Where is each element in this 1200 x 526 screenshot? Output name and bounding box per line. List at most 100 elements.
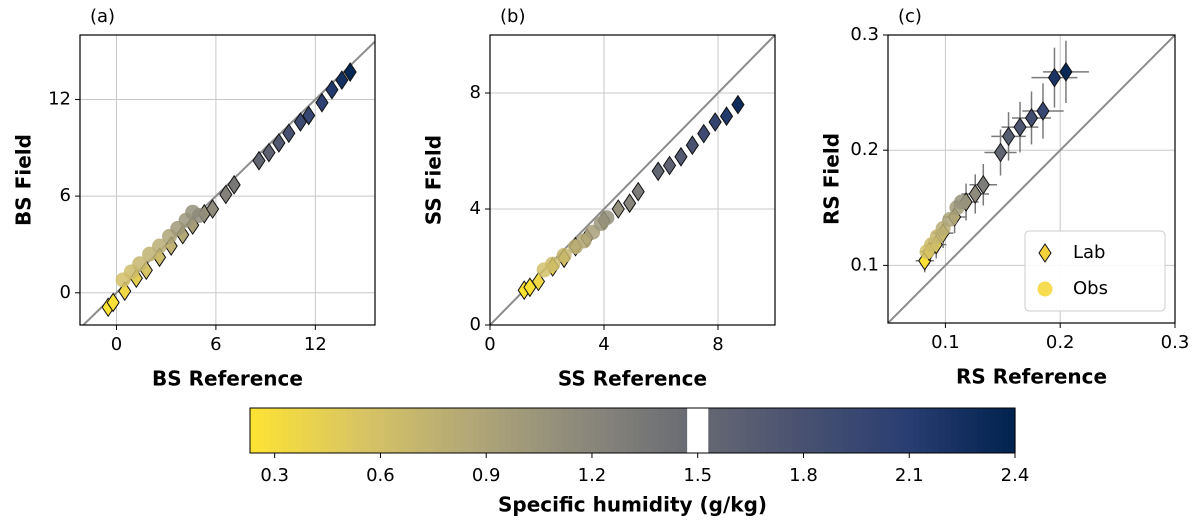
colorbar-cell [925, 408, 933, 453]
colorbar-cell [868, 408, 876, 453]
colorbar-cell [594, 408, 602, 453]
colorbar-cell [779, 408, 787, 453]
colorbar-cell [798, 408, 806, 453]
plot-frame [887, 34, 1176, 324]
colorbar-cell [715, 408, 723, 453]
colorbar-cell [1002, 408, 1010, 453]
colorbar-cell [281, 408, 289, 453]
colorbar-cell [842, 408, 850, 453]
colorbar-cell [269, 408, 277, 453]
colorbar-cell [613, 408, 621, 453]
lab-point [335, 70, 349, 91]
x-tick-label: 0 [111, 334, 122, 355]
plot-frame [489, 34, 776, 326]
colorbar-cell [747, 408, 755, 453]
colorbar-cell [983, 408, 991, 453]
colorbar-cell [881, 408, 889, 453]
lab-point [219, 184, 233, 205]
colorbar-tick-label: 0.6 [366, 465, 395, 486]
colorbar-cell [294, 408, 302, 453]
colorbar-cell [734, 408, 742, 453]
plot-area [888, 35, 1175, 323]
colorbar-cell [823, 408, 831, 453]
colorbar-cell [645, 408, 653, 453]
colorbar-cell [887, 408, 895, 453]
colorbar-cell [549, 408, 557, 453]
colorbar-cell [492, 408, 500, 453]
colorbar-cell [728, 408, 736, 453]
colorbar-cell [479, 408, 487, 453]
lab-point [968, 184, 982, 204]
colorbar-cell [358, 408, 366, 453]
y-axis-label: SS Field [422, 135, 446, 225]
x-tick-label: 6 [210, 334, 221, 355]
panel-label: (a) [90, 6, 115, 27]
colorbar-cell [600, 408, 608, 453]
colorbar-cell [377, 408, 385, 453]
legend-label: Lab [1073, 242, 1105, 263]
colorbar-cell [568, 408, 576, 453]
colorbar-tick-label: 0.3 [260, 465, 289, 486]
y-axis-label: RS Field [820, 133, 844, 225]
colorbar-cell [970, 408, 978, 453]
obs-point [599, 210, 615, 226]
colorbar-cell [791, 408, 799, 453]
colorbar-cell [874, 408, 882, 453]
y-tick-label: 0.2 [850, 139, 879, 160]
lab-point [623, 193, 637, 214]
colorbar-cell [505, 408, 512, 453]
lab-point [343, 62, 357, 82]
colorbar-cell [332, 408, 340, 453]
colorbar-cell [855, 408, 863, 453]
colorbar-cell [409, 408, 417, 453]
colorbar-cell [849, 408, 857, 453]
lab-point [282, 123, 296, 144]
colorbar-cell [964, 408, 971, 453]
colorbar-cell [830, 408, 838, 453]
colorbar-cell [485, 408, 493, 453]
colorbar-cell [313, 408, 321, 453]
colorbar-cell [587, 408, 595, 453]
obs-point [556, 247, 572, 263]
colorbar-cell [352, 408, 359, 453]
colorbar-tick-label: 1.5 [683, 465, 712, 486]
colorbar-gap [687, 408, 709, 453]
lab-point [205, 199, 220, 219]
lab-point [1036, 101, 1050, 121]
legend-marker [1038, 243, 1052, 263]
lab-point [315, 92, 329, 113]
colorbar-cell [753, 408, 761, 453]
colorbar-cell [396, 408, 404, 453]
colorbar-cell [607, 408, 614, 453]
lab-point [1059, 61, 1073, 82]
obs-point [191, 207, 207, 223]
lab-point [1024, 108, 1039, 128]
legend-box [1024, 230, 1166, 312]
colorbar-cell [804, 408, 812, 453]
colorbar-cell [740, 408, 748, 453]
colorbar-cell [1008, 408, 1016, 453]
y-tick-label: 6 [60, 185, 71, 206]
x-tick-label: 0.2 [1046, 332, 1075, 353]
x-tick-label: 12 [304, 334, 327, 355]
identity-line [888, 35, 1175, 323]
colorbar-cell [772, 408, 780, 453]
colorbar-tick-label: 2.1 [895, 465, 924, 486]
colorbar-cell [785, 408, 793, 453]
lab-point [685, 135, 699, 156]
lab-point [976, 174, 990, 195]
lab-point [674, 146, 688, 167]
colorbar-cell [466, 408, 474, 453]
colorbar-cell [976, 408, 984, 453]
lab-point [631, 181, 645, 202]
x-axis-label: RS Reference [956, 365, 1107, 389]
obs-point [545, 256, 561, 272]
colorbar-cell [530, 408, 538, 453]
legend-label: Obs [1073, 278, 1108, 299]
colorbar-tick-label: 0.9 [472, 465, 501, 486]
colorbar-cell [913, 408, 920, 453]
lab-point [1013, 117, 1027, 138]
colorbar-cell [383, 408, 391, 453]
x-axis-label: SS Reference [558, 367, 707, 391]
